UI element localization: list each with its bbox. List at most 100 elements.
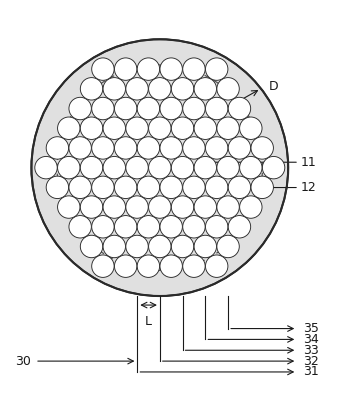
Text: 32: 32 xyxy=(303,355,318,368)
Circle shape xyxy=(69,97,91,120)
Circle shape xyxy=(114,216,137,238)
Text: 11: 11 xyxy=(301,156,317,169)
Circle shape xyxy=(103,196,126,218)
Circle shape xyxy=(69,137,91,159)
Circle shape xyxy=(148,117,171,139)
Circle shape xyxy=(92,137,114,159)
Circle shape xyxy=(171,235,194,258)
Circle shape xyxy=(183,176,205,198)
Text: 12: 12 xyxy=(301,181,317,194)
Circle shape xyxy=(240,196,262,218)
Text: 30: 30 xyxy=(15,355,31,368)
Circle shape xyxy=(205,97,228,120)
Circle shape xyxy=(114,58,137,80)
Circle shape xyxy=(69,216,91,238)
Circle shape xyxy=(103,156,126,179)
Circle shape xyxy=(171,196,194,218)
Circle shape xyxy=(126,235,148,258)
Circle shape xyxy=(137,137,160,159)
Text: 33: 33 xyxy=(303,344,318,357)
Circle shape xyxy=(240,156,262,179)
Circle shape xyxy=(194,235,216,258)
Circle shape xyxy=(80,78,103,100)
Circle shape xyxy=(92,97,114,120)
Circle shape xyxy=(194,117,216,139)
Text: 31: 31 xyxy=(303,366,318,379)
Circle shape xyxy=(183,137,205,159)
Circle shape xyxy=(69,176,91,198)
Circle shape xyxy=(171,117,194,139)
Circle shape xyxy=(160,176,182,198)
Circle shape xyxy=(217,117,239,139)
Circle shape xyxy=(80,196,103,218)
Circle shape xyxy=(80,156,103,179)
Circle shape xyxy=(58,117,80,139)
Text: D: D xyxy=(269,80,278,93)
Circle shape xyxy=(160,216,182,238)
Circle shape xyxy=(137,176,160,198)
Circle shape xyxy=(205,255,228,278)
Circle shape xyxy=(114,176,137,198)
Circle shape xyxy=(92,176,114,198)
Circle shape xyxy=(103,235,126,258)
Circle shape xyxy=(103,117,126,139)
Circle shape xyxy=(228,137,251,159)
Circle shape xyxy=(205,216,228,238)
Circle shape xyxy=(251,176,273,198)
Circle shape xyxy=(183,58,205,80)
Circle shape xyxy=(228,97,251,120)
Text: 34: 34 xyxy=(303,333,318,346)
Circle shape xyxy=(126,78,148,100)
Circle shape xyxy=(137,58,160,80)
Circle shape xyxy=(160,255,182,278)
Circle shape xyxy=(126,117,148,139)
Circle shape xyxy=(114,137,137,159)
Circle shape xyxy=(217,78,239,100)
Circle shape xyxy=(251,137,273,159)
Circle shape xyxy=(137,97,160,120)
Circle shape xyxy=(148,78,171,100)
Circle shape xyxy=(137,255,160,278)
Circle shape xyxy=(92,216,114,238)
Circle shape xyxy=(160,58,182,80)
Circle shape xyxy=(35,156,57,179)
Circle shape xyxy=(240,117,262,139)
Circle shape xyxy=(183,216,205,238)
Circle shape xyxy=(126,196,148,218)
Circle shape xyxy=(262,156,285,179)
Circle shape xyxy=(171,156,194,179)
Text: 35: 35 xyxy=(303,322,318,335)
Circle shape xyxy=(46,137,69,159)
Circle shape xyxy=(228,176,251,198)
Circle shape xyxy=(205,176,228,198)
Circle shape xyxy=(194,78,216,100)
Circle shape xyxy=(160,137,182,159)
Circle shape xyxy=(80,117,103,139)
Circle shape xyxy=(126,156,148,179)
Text: L: L xyxy=(145,315,152,328)
Circle shape xyxy=(183,255,205,278)
Circle shape xyxy=(114,255,137,278)
Circle shape xyxy=(183,97,205,120)
Circle shape xyxy=(114,97,137,120)
Circle shape xyxy=(148,235,171,258)
Circle shape xyxy=(194,196,216,218)
Circle shape xyxy=(205,137,228,159)
Circle shape xyxy=(46,176,69,198)
Circle shape xyxy=(92,255,114,278)
Circle shape xyxy=(103,78,126,100)
Circle shape xyxy=(194,156,216,179)
Circle shape xyxy=(137,216,160,238)
Circle shape xyxy=(148,156,171,179)
Circle shape xyxy=(92,58,114,80)
Circle shape xyxy=(217,156,239,179)
Circle shape xyxy=(217,235,239,258)
Circle shape xyxy=(205,58,228,80)
Circle shape xyxy=(80,235,103,258)
Circle shape xyxy=(32,39,288,296)
Circle shape xyxy=(58,156,80,179)
Circle shape xyxy=(228,216,251,238)
Circle shape xyxy=(217,196,239,218)
Circle shape xyxy=(148,196,171,218)
Circle shape xyxy=(171,78,194,100)
